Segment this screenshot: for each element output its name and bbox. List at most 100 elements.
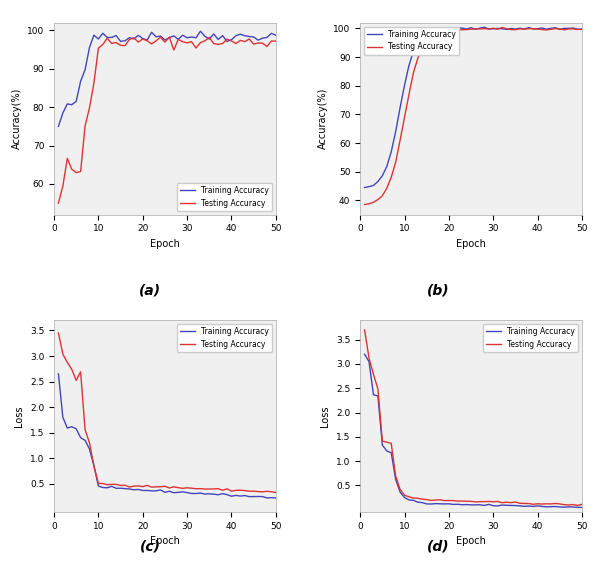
Testing Accuracy xyxy=(530,501,537,508)
Training Accuracy xyxy=(436,500,443,507)
Training Accuracy xyxy=(454,501,461,508)
Training Accuracy xyxy=(237,493,244,500)
Testing Accuracy xyxy=(397,486,404,493)
Training Accuracy xyxy=(108,483,115,490)
Testing Accuracy xyxy=(188,485,195,492)
Training Accuracy xyxy=(245,33,253,40)
Testing Accuracy xyxy=(560,501,568,508)
Training Accuracy xyxy=(392,476,399,483)
Testing Accuracy xyxy=(219,40,226,47)
Testing Accuracy xyxy=(254,39,262,46)
Testing Accuracy xyxy=(170,484,178,490)
Training Accuracy xyxy=(450,24,457,31)
Training Accuracy xyxy=(152,34,160,40)
Testing Accuracy xyxy=(121,42,128,49)
Training Accuracy xyxy=(59,110,67,117)
Testing Accuracy xyxy=(543,500,550,507)
Testing Accuracy xyxy=(454,26,461,33)
Testing Accuracy xyxy=(268,488,275,495)
Training Accuracy xyxy=(370,391,377,398)
Training Accuracy xyxy=(392,129,399,135)
Training Accuracy xyxy=(64,424,71,431)
Training Accuracy xyxy=(560,25,568,32)
Testing Accuracy xyxy=(419,496,426,502)
X-axis label: Epoch: Epoch xyxy=(150,239,180,249)
Training Accuracy xyxy=(157,32,164,39)
Testing Accuracy xyxy=(268,38,275,44)
Training Accuracy xyxy=(383,448,391,455)
Testing Accuracy xyxy=(86,439,93,446)
Testing Accuracy xyxy=(59,351,67,358)
Training Accuracy xyxy=(175,489,182,496)
Training Accuracy xyxy=(237,31,244,38)
Testing Accuracy xyxy=(547,501,554,508)
Testing Accuracy xyxy=(104,481,111,488)
Testing Accuracy xyxy=(193,485,200,492)
Training Accuracy xyxy=(410,497,417,504)
Training Accuracy xyxy=(170,489,178,496)
Training Accuracy xyxy=(552,24,559,31)
Training Accuracy xyxy=(108,34,115,41)
Testing Accuracy xyxy=(423,36,430,43)
Testing Accuracy xyxy=(184,484,191,491)
Training Accuracy xyxy=(383,163,391,170)
Testing Accuracy xyxy=(91,463,98,469)
Testing Accuracy xyxy=(254,488,262,495)
Testing Accuracy xyxy=(516,26,523,32)
Training Accuracy xyxy=(365,358,373,365)
Training Accuracy xyxy=(95,36,102,43)
Training Accuracy xyxy=(201,33,208,40)
Testing Accuracy xyxy=(361,327,368,333)
Testing Accuracy xyxy=(237,37,244,44)
Training Accuracy xyxy=(161,489,169,496)
Testing Accuracy xyxy=(152,484,160,490)
Training Accuracy xyxy=(152,488,160,494)
Training Accuracy xyxy=(223,38,230,45)
Testing Accuracy xyxy=(157,34,164,40)
Testing Accuracy xyxy=(578,501,586,508)
Training Accuracy xyxy=(219,32,226,39)
Training Accuracy xyxy=(254,493,262,500)
Testing Accuracy xyxy=(419,43,426,50)
Testing Accuracy xyxy=(365,200,373,207)
Training Accuracy xyxy=(188,34,195,40)
Training Accuracy xyxy=(77,78,84,85)
Training Accuracy xyxy=(472,501,479,508)
Testing Accuracy xyxy=(95,45,102,52)
X-axis label: Epoch: Epoch xyxy=(456,239,486,249)
Testing Accuracy xyxy=(490,498,497,505)
Line: Testing Accuracy: Testing Accuracy xyxy=(58,37,276,203)
Testing Accuracy xyxy=(55,329,62,336)
Training Accuracy xyxy=(419,32,426,39)
Testing Accuracy xyxy=(108,481,115,488)
Testing Accuracy xyxy=(130,483,137,489)
Training Accuracy xyxy=(272,32,280,39)
Testing Accuracy xyxy=(188,38,195,45)
Training Accuracy xyxy=(481,502,488,509)
Testing Accuracy xyxy=(68,366,76,373)
Testing Accuracy xyxy=(556,26,563,32)
Y-axis label: Loss: Loss xyxy=(320,405,331,427)
Testing Accuracy xyxy=(410,494,417,501)
Training Accuracy xyxy=(494,502,501,509)
Training Accuracy xyxy=(148,488,155,494)
Testing Accuracy xyxy=(215,485,222,492)
Training Accuracy xyxy=(521,26,528,32)
Training Accuracy xyxy=(104,34,111,41)
Testing Accuracy xyxy=(179,38,186,45)
Training Accuracy xyxy=(547,25,554,32)
Training Accuracy xyxy=(534,25,541,32)
Training Accuracy xyxy=(148,29,155,36)
Training Accuracy xyxy=(454,24,461,31)
Training Accuracy xyxy=(254,37,262,44)
Training Accuracy xyxy=(82,67,89,73)
Training Accuracy xyxy=(250,493,257,500)
Testing Accuracy xyxy=(494,26,501,32)
Training Accuracy xyxy=(374,178,382,185)
Testing Accuracy xyxy=(450,497,457,504)
Testing Accuracy xyxy=(490,25,497,32)
Training Accuracy xyxy=(401,494,408,501)
Testing Accuracy xyxy=(201,486,208,493)
Testing Accuracy xyxy=(108,40,115,47)
Training Accuracy xyxy=(55,370,62,377)
